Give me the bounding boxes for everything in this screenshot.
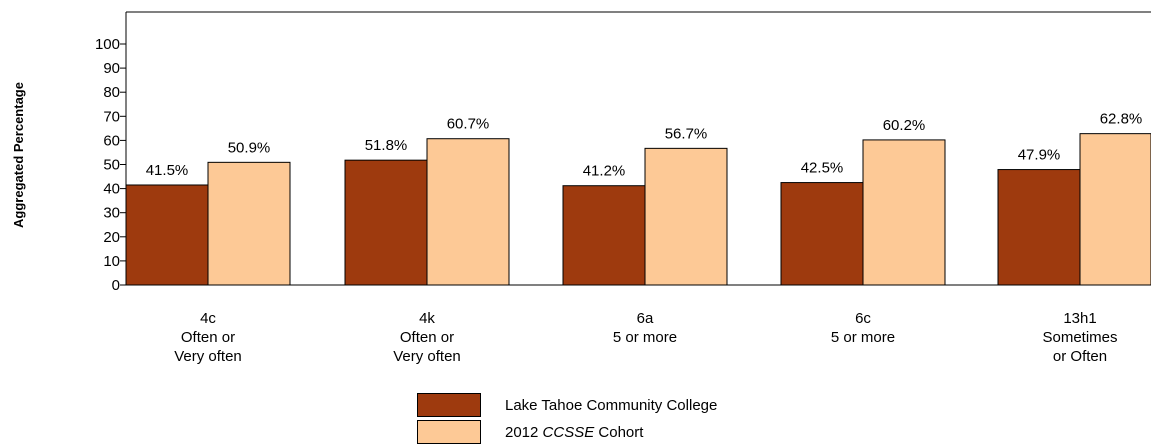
bar-cohort-4 [1079, 133, 1151, 286]
legend-label-cohort: Cohort [598, 423, 644, 441]
bar-college-1 [344, 159, 428, 286]
legend-label-year: 2012 [505, 423, 539, 441]
y-tick-label: 80 [103, 84, 120, 101]
y-tick-label: 40 [103, 181, 120, 198]
data-label: 41.2% [583, 163, 626, 180]
x-tick-label: or Often [1053, 348, 1107, 365]
data-label: 56.7% [665, 125, 708, 142]
x-tick-label: Very often [393, 348, 461, 365]
legend-label-ccsse-cohort: 2012 CCSSE Cohort [505, 424, 643, 441]
bar-college-4 [997, 169, 1081, 286]
y-tick-label: 60 [103, 132, 120, 149]
bar-cohort-3 [862, 139, 946, 286]
y-tick-label: 20 [103, 229, 120, 246]
data-label: 50.9% [228, 139, 271, 156]
data-label: 60.7% [447, 116, 490, 133]
data-label: 62.8% [1100, 111, 1143, 128]
bar-cohort-1 [426, 138, 510, 286]
legend-label-lake-tahoe: Lake Tahoe Community College [505, 396, 718, 414]
x-tick-label: Often or [400, 329, 454, 346]
y-tick-label: 50 [103, 157, 120, 174]
y-tick-label: 10 [103, 253, 120, 270]
y-axis-label: Aggregated Percentage [11, 82, 26, 228]
bar-chart: 0 10 20 30 40 50 60 70 80 90 100 41.5% 50.9% 51.8% 60… [11, 11, 1151, 365]
y-tick-label: 90 [103, 60, 120, 77]
y-tick-label: 30 [103, 205, 120, 222]
x-tick-label: 6c [855, 310, 871, 327]
legend-item-lake-tahoe: Lake Tahoe Community College [417, 392, 717, 418]
legend-swatch-ccsse-cohort [417, 420, 481, 444]
bar-college-2 [562, 185, 646, 286]
x-tick-label: 4c [200, 310, 216, 327]
bar-college-0 [125, 184, 209, 286]
data-label: 60.2% [883, 117, 926, 134]
data-label: 51.8% [365, 137, 408, 154]
legend-item-ccsse-cohort: 2012 CCSSE Cohort [417, 419, 643, 445]
y-tick-label: 100 [95, 36, 120, 53]
y-tick-label: 70 [103, 108, 120, 125]
x-tick-label: Often or [181, 329, 235, 346]
bar-college-3 [780, 182, 864, 286]
y-tick-label: 0 [112, 277, 120, 294]
bar-cohort-0 [207, 161, 291, 286]
x-tick-label: 4k [419, 310, 435, 327]
bars: 41.5% 50.9% 51.8% 60.7% 41.2% 56.7% 42.5% 60.2%… [125, 111, 1151, 286]
x-axis-labels: 4c Often or Very often 4k Often or Very often… [174, 310, 1117, 365]
x-tick-label: Very often [174, 348, 242, 365]
y-axis: 0 10 20 30 40 50 60 70 80 90 100 [95, 36, 126, 294]
x-tick-label: 6a [637, 310, 654, 327]
data-label: 42.5% [801, 160, 844, 177]
x-tick-label: 13h1 [1063, 310, 1096, 327]
data-label: 47.9% [1018, 147, 1061, 164]
x-tick-label: 5 or more [831, 329, 895, 346]
bar-cohort-2 [644, 147, 728, 286]
legend-swatch-lake-tahoe [417, 393, 481, 417]
legend-label-ccsse: CCSSE [542, 423, 595, 441]
x-tick-label: 5 or more [613, 329, 677, 346]
legend: Lake Tahoe Community College 2012 CCSSE … [417, 392, 917, 444]
data-label: 41.5% [146, 162, 189, 179]
x-tick-label: Sometimes [1042, 329, 1117, 346]
